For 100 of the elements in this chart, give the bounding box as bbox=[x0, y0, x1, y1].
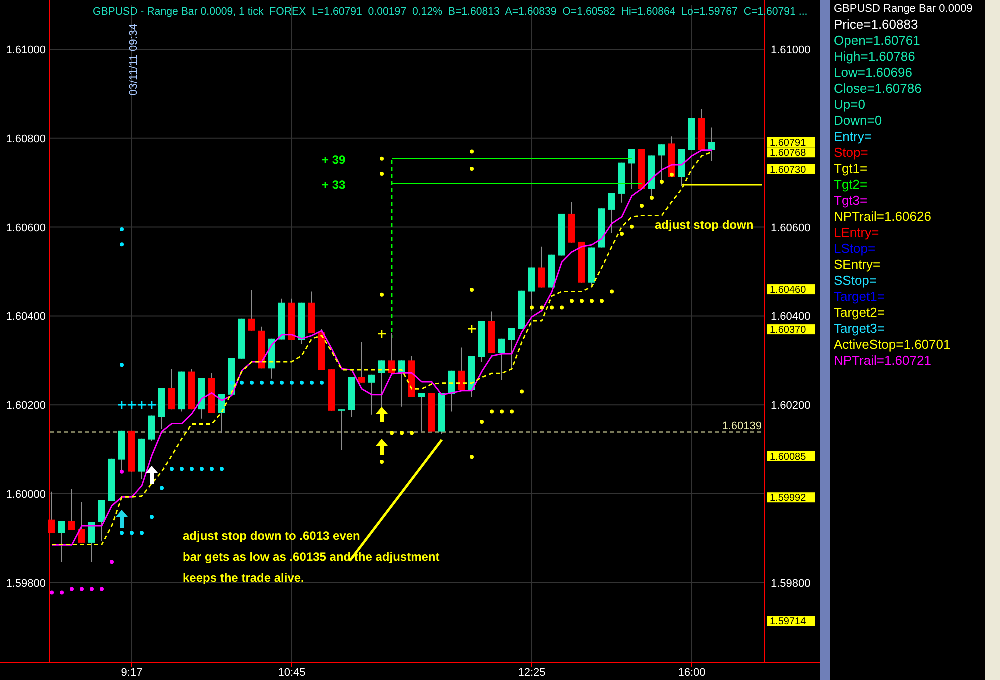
point bbox=[80, 587, 84, 592]
point bbox=[660, 180, 664, 184]
text: GBPUSD Range Bar 0.0009 bbox=[834, 3, 973, 15]
point bbox=[570, 299, 574, 304]
annotation: + 39 bbox=[322, 153, 346, 167]
text: Target3= bbox=[834, 321, 885, 336]
text: NPTrail=1.60721 bbox=[834, 353, 932, 368]
y-tick-label: 1.60200 bbox=[6, 400, 46, 412]
y2-tick-label: 1.60730 bbox=[770, 165, 807, 176]
candlestick bbox=[658, 144, 666, 186]
y2-tick-label: 1.59800 bbox=[771, 578, 811, 590]
text: Tgt1= bbox=[834, 161, 868, 176]
point bbox=[380, 292, 384, 297]
text: Down=0 bbox=[834, 113, 882, 128]
point bbox=[630, 224, 634, 229]
candlestick bbox=[608, 192, 616, 234]
text: SStop= bbox=[834, 273, 878, 288]
point bbox=[120, 242, 124, 247]
text: LEntry= bbox=[834, 225, 880, 240]
point bbox=[200, 467, 204, 472]
x-tick-label: 9:17 bbox=[121, 667, 143, 679]
point bbox=[120, 363, 124, 368]
y2-tick-label: 1.59714 bbox=[770, 616, 807, 628]
candlestick bbox=[98, 500, 106, 542]
point bbox=[160, 486, 164, 490]
point bbox=[250, 380, 254, 385]
point bbox=[140, 531, 144, 536]
point bbox=[130, 531, 134, 536]
text: ActiveStop=1.60701 bbox=[834, 337, 951, 352]
candlestick bbox=[58, 520, 66, 563]
text: SEntry= bbox=[834, 257, 881, 272]
point bbox=[90, 587, 94, 592]
text: Low=1.60696 bbox=[834, 65, 912, 80]
point bbox=[220, 467, 224, 472]
candlestick bbox=[398, 360, 406, 408]
point bbox=[380, 156, 384, 161]
point bbox=[470, 288, 474, 292]
text: Price=1.60883 bbox=[834, 17, 918, 32]
point bbox=[137, 400, 147, 410]
point bbox=[480, 420, 484, 424]
text: Tgt2= bbox=[834, 177, 868, 192]
point bbox=[600, 299, 604, 304]
candlestick bbox=[388, 332, 396, 374]
point bbox=[410, 431, 414, 436]
candlestick bbox=[628, 148, 636, 190]
text: Close=1.60786 bbox=[834, 81, 922, 96]
y2-tick-label: 1.60791 bbox=[770, 138, 807, 149]
annotation: + 33 bbox=[322, 178, 346, 192]
text: Entry= bbox=[834, 129, 872, 144]
y-tick-label: 1.61000 bbox=[6, 44, 46, 56]
annotation: adjust stop down to .6013 even bar gets as low as .60135 and the adjustment keeps the trade alive. bbox=[183, 529, 440, 585]
text: NPTrail=1.60626 bbox=[834, 209, 932, 224]
point bbox=[670, 172, 674, 177]
point bbox=[100, 587, 104, 592]
point bbox=[380, 460, 384, 464]
text: LStop= bbox=[834, 241, 876, 256]
y2-tick-label: 1.60400 bbox=[771, 311, 811, 324]
point bbox=[500, 410, 504, 414]
candlestick bbox=[358, 342, 366, 384]
point bbox=[470, 167, 474, 172]
point bbox=[270, 380, 274, 385]
y2-tick-label: 1.60460 bbox=[770, 285, 807, 296]
point bbox=[490, 410, 494, 414]
y2-tick-label: 1.60768 bbox=[770, 148, 807, 160]
candlestick bbox=[68, 488, 76, 531]
point bbox=[610, 290, 614, 294]
point bbox=[310, 380, 314, 385]
point bbox=[117, 400, 127, 410]
y2-tick-label: 1.60085 bbox=[770, 452, 807, 463]
point bbox=[110, 560, 114, 564]
point bbox=[650, 196, 654, 200]
point bbox=[540, 306, 544, 310]
point bbox=[150, 515, 154, 520]
point bbox=[230, 380, 234, 385]
annotation: adjust stop down bbox=[655, 218, 754, 232]
candlestick bbox=[168, 368, 176, 410]
point bbox=[580, 299, 584, 304]
candlestick bbox=[448, 370, 456, 412]
candlestick bbox=[458, 347, 466, 391]
point bbox=[180, 467, 184, 472]
point bbox=[467, 324, 477, 334]
point bbox=[240, 380, 244, 385]
text: Stop= bbox=[834, 145, 868, 160]
point bbox=[560, 306, 564, 310]
point bbox=[470, 150, 474, 154]
point bbox=[290, 380, 294, 385]
point bbox=[190, 467, 194, 472]
y2-tick-label: 1.59992 bbox=[770, 493, 807, 504]
point bbox=[470, 455, 474, 460]
point bbox=[640, 204, 644, 208]
candlestick bbox=[378, 360, 386, 408]
candlestick bbox=[538, 246, 546, 288]
candlestick bbox=[498, 338, 506, 381]
point bbox=[520, 390, 524, 394]
point bbox=[127, 400, 137, 410]
point bbox=[120, 470, 124, 474]
y2-tick-label: 1.60370 bbox=[770, 325, 807, 336]
candlestick bbox=[708, 127, 716, 162]
candlestick bbox=[368, 374, 376, 416]
point bbox=[510, 410, 514, 414]
